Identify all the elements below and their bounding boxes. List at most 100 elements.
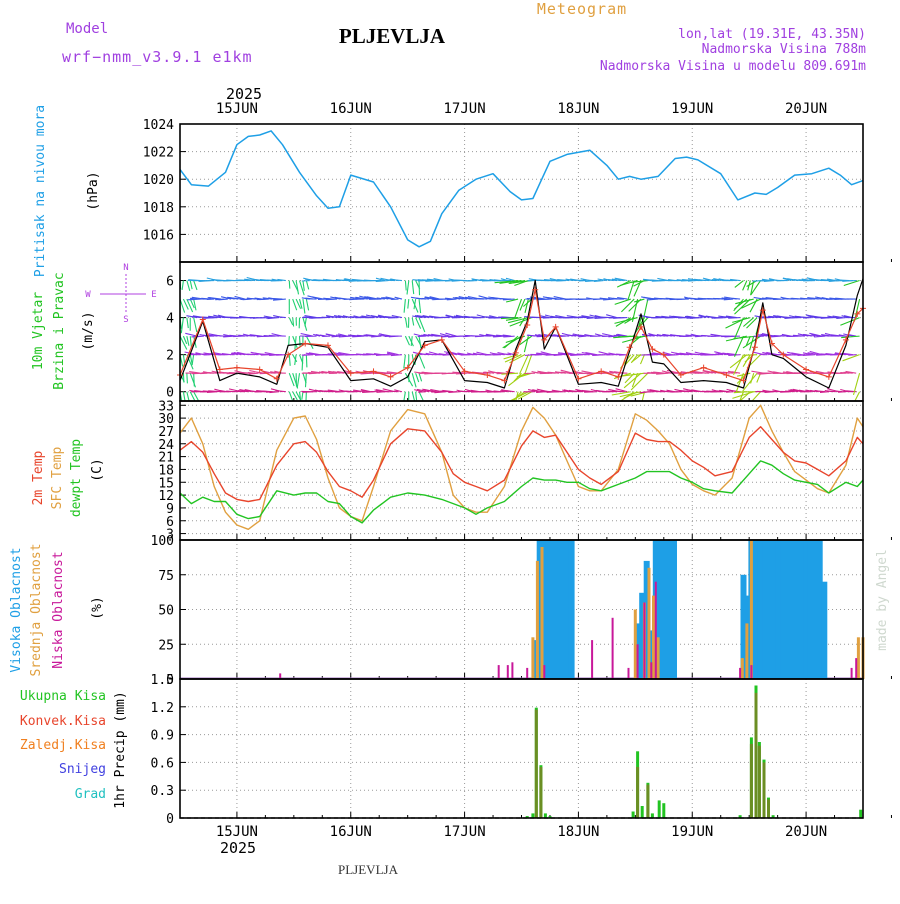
panel-frame — [180, 401, 863, 540]
day-label-top: 18JUN — [557, 101, 599, 117]
cloud-bar — [612, 618, 614, 679]
y-tick-label: 0.9 — [151, 729, 174, 744]
wind-barb — [384, 373, 395, 374]
dewpt-line — [180, 461, 863, 523]
wind-barb — [289, 355, 290, 366]
wind-barb — [303, 281, 304, 291]
wind-barb — [187, 299, 193, 312]
wind-barb — [419, 318, 425, 332]
wind-barb — [734, 355, 744, 375]
wind-barb — [300, 336, 301, 346]
day-label-bottom: 17JUN — [444, 824, 486, 840]
compass-icon: N S W E — [85, 263, 156, 325]
wind-barb — [289, 281, 290, 289]
wind-barb — [412, 281, 413, 295]
cloud-bar — [536, 561, 539, 679]
panel-4-grid: 00.30.60.91.21.5 — [151, 673, 892, 827]
y-tick-label: 1024 — [143, 118, 174, 133]
wind-barb — [443, 355, 450, 356]
wind-barb — [190, 281, 192, 290]
wind-barb — [525, 355, 532, 375]
y-tick-label: 1020 — [143, 173, 174, 188]
wind-barb — [205, 318, 217, 319]
wind-barb — [306, 355, 307, 368]
wind-barb — [407, 281, 409, 295]
wind-barb — [612, 391, 624, 392]
cloud-bar — [750, 540, 753, 679]
y-tick-label: 1.5 — [151, 673, 174, 688]
pressure-label: Pritisak na nivou mora — [33, 105, 48, 277]
wind-barb — [510, 392, 529, 402]
compass-w: W — [85, 290, 91, 300]
wind-barb — [405, 318, 407, 328]
wind-barb — [536, 392, 545, 393]
cloud-bar — [511, 662, 513, 679]
wind-barb — [208, 373, 217, 374]
wind-barb — [302, 392, 303, 400]
wind-barb — [303, 355, 314, 356]
cloud-label-1: Visoka Oblacnost — [9, 547, 24, 672]
compass-e: E — [151, 290, 156, 300]
cloud-bar — [507, 665, 509, 679]
wind-barb — [631, 373, 648, 390]
day-label-bottom: 15JUN — [216, 824, 258, 840]
y-tick-label: 6 — [166, 275, 174, 290]
wind-barb — [295, 355, 296, 365]
cloud-bar — [591, 640, 593, 679]
wind-barb — [855, 392, 860, 402]
wind-barb — [306, 299, 308, 310]
wind-barb — [187, 336, 189, 346]
cloud-bar — [739, 668, 741, 679]
wind-barb — [735, 299, 753, 304]
wind-barb — [187, 392, 190, 404]
wind-gust-marker — [803, 366, 809, 372]
y-tick-label: 12 — [158, 489, 174, 504]
precip-legend-frz: Zaledj.Kisa — [20, 738, 106, 753]
wind-barb — [416, 373, 419, 382]
wind-gust-marker — [575, 376, 581, 382]
temp-unit: (C) — [90, 458, 105, 481]
precip-bar — [750, 744, 753, 818]
precip-bar — [763, 762, 766, 818]
temp-label-1: 2m Temp — [31, 450, 46, 505]
cloud-bar — [634, 610, 637, 680]
precip-bar — [758, 746, 761, 818]
wind-barb — [404, 355, 406, 369]
wind-barb — [752, 392, 761, 401]
wind-barb — [733, 298, 740, 299]
wind-barb — [743, 336, 761, 348]
wind-barb — [408, 299, 409, 309]
cloud-bar — [851, 668, 853, 679]
y-tick-label: 1016 — [143, 228, 174, 243]
wind-barb — [405, 281, 406, 291]
wind-barb — [724, 299, 734, 300]
precip-bar — [755, 693, 758, 818]
compass-n: N — [123, 263, 128, 273]
wind-barb — [293, 299, 297, 310]
wind-barb — [404, 299, 405, 313]
cloud-bar — [279, 673, 281, 679]
wind-barb — [735, 336, 744, 357]
cloud-bar — [671, 540, 677, 679]
wind-barb — [223, 336, 234, 337]
wind-barb — [192, 355, 194, 366]
day-label-top: 16JUN — [330, 101, 372, 117]
wind-barb — [448, 392, 460, 393]
day-label-bottom: 16JUN — [330, 824, 372, 840]
wind-barb — [194, 373, 195, 386]
wind-barb — [194, 318, 197, 332]
compass-s: S — [123, 315, 128, 325]
y-tick-label: 1.2 — [151, 701, 174, 716]
wind-barb — [412, 373, 416, 387]
altitude-text: Nadmorska Visina 788m — [702, 42, 867, 57]
wind-barb — [594, 355, 606, 356]
pressure-line — [180, 131, 863, 247]
temp-2m-line — [180, 427, 863, 502]
precip-legend-hail: Grad — [75, 787, 106, 802]
wind-speed-line — [180, 279, 863, 388]
day-label-top: 15JUN — [216, 101, 258, 117]
wind-label-2: Brzina i Pravac — [52, 272, 67, 389]
wind-barb — [520, 355, 529, 374]
